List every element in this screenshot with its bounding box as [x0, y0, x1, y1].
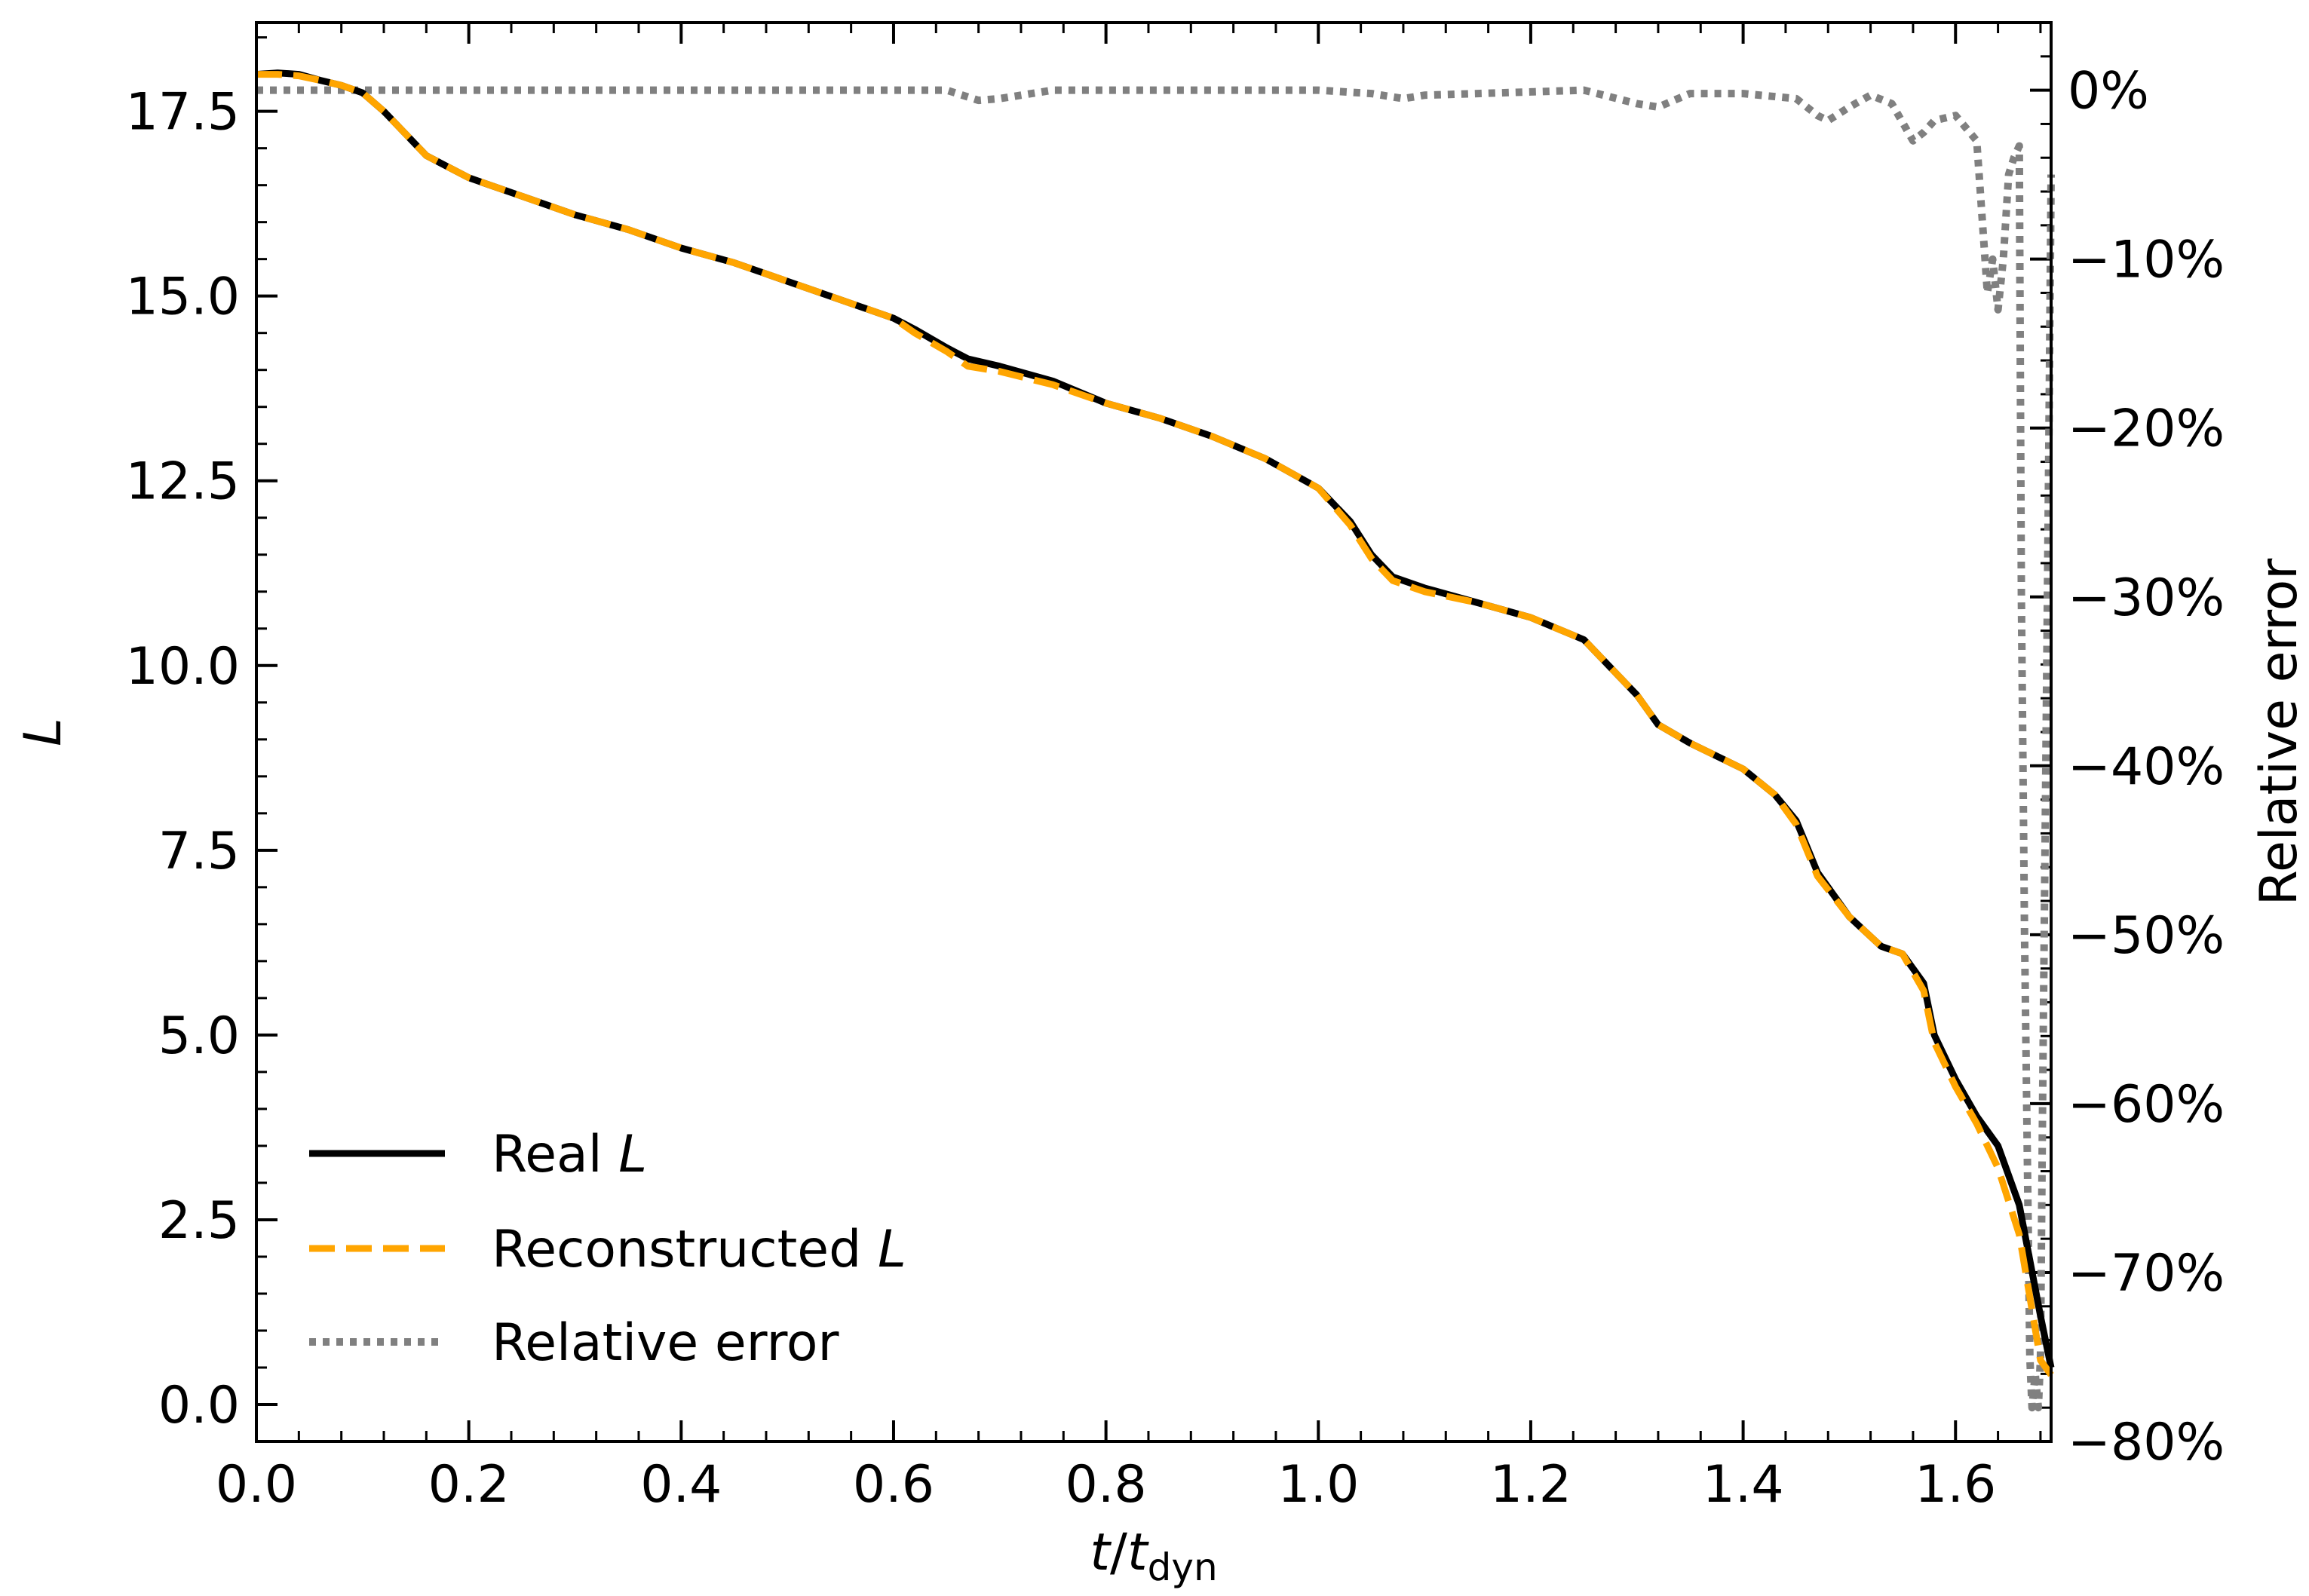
- y2-tick-label: −50%: [2068, 906, 2225, 966]
- series-line-reconstructed-l: [256, 71, 2054, 1377]
- y2-tick-label: −40%: [2068, 737, 2225, 797]
- legend-label-reconstructed: Reconstructed L: [492, 1220, 906, 1279]
- y2-tick-label: −20%: [2068, 400, 2225, 459]
- y2-tick-label: −10%: [2068, 231, 2225, 290]
- x-axis-label-sep: /: [1110, 1523, 1127, 1582]
- y-axis-label: L: [14, 718, 73, 746]
- legend-label-real: Real L: [492, 1125, 647, 1184]
- y-tick-label: 12.5: [126, 452, 240, 512]
- x-axis-label-t2: t: [1127, 1523, 1149, 1582]
- y2-tick-label: 0%: [2068, 62, 2149, 121]
- y2-axis-label: Relative error: [2249, 559, 2309, 906]
- x-tick-label: 0.6: [853, 1455, 934, 1515]
- legend: Real L Reconstructed L Relative error: [309, 1125, 906, 1373]
- y-tick-label: 5.0: [158, 1006, 240, 1066]
- y-tick-label: 2.5: [158, 1191, 240, 1251]
- y2-tick-label: −60%: [2068, 1075, 2225, 1135]
- x-tick-label: 0.0: [216, 1455, 297, 1515]
- series-layer: [256, 69, 2055, 1412]
- y-tick-label: 7.5: [158, 822, 240, 881]
- y2-tick-label: −80%: [2068, 1413, 2225, 1472]
- x-tick-label: 0.2: [428, 1455, 510, 1515]
- y-tick-label: 10.0: [126, 637, 240, 697]
- y-tick-label: 17.5: [126, 83, 240, 142]
- series-line-relative-error: [256, 86, 2055, 1412]
- y2-tick-label: −70%: [2068, 1244, 2225, 1303]
- y2-tick-label: −30%: [2068, 568, 2225, 628]
- y-tick-label: 0.0: [158, 1376, 240, 1435]
- x-axis-label-t: t: [1090, 1523, 1112, 1582]
- x-tick-label: 1.6: [1915, 1455, 1996, 1515]
- y-tick-label: 15.0: [126, 268, 240, 327]
- x-axis-label-sub: dyn: [1148, 1545, 1218, 1589]
- ticks-layer: 0.0 0.2 0.4 0.6 0.8 1.0 1.2 1.4 1.6 0.0 2.5 5.0 7.5 1…: [126, 23, 2225, 1515]
- x-tick-label: 0.8: [1066, 1455, 1147, 1515]
- legend-label-relative-error: Relative error: [492, 1313, 839, 1373]
- x-tick-label: 1.2: [1490, 1455, 1572, 1515]
- plot-frame: [255, 21, 2053, 1443]
- x-tick-label: 1.0: [1277, 1455, 1359, 1515]
- x-tick-label: 0.4: [640, 1455, 722, 1515]
- x-axis-label: t/tdyn: [1090, 1523, 1217, 1589]
- x-tick-label: 1.4: [1703, 1455, 1784, 1515]
